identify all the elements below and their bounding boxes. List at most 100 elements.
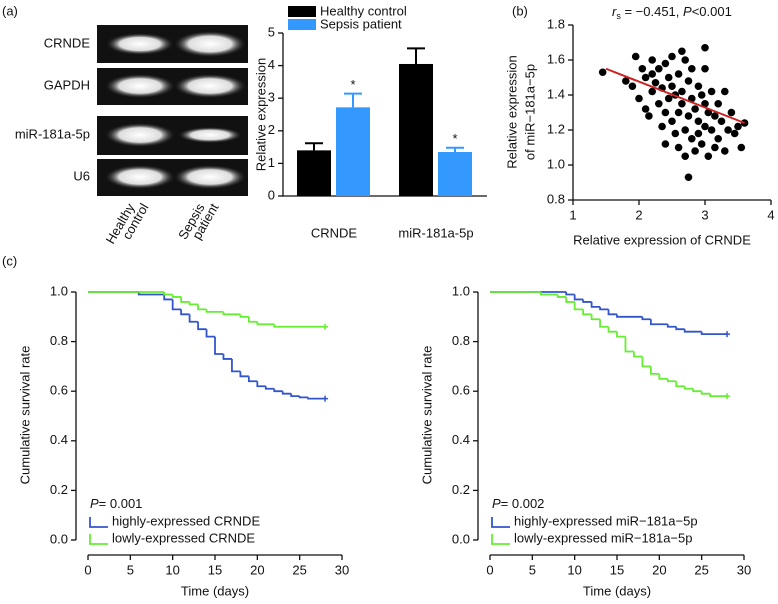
legend-swatch [288, 19, 316, 30]
legend-swatch [491, 517, 510, 528]
y-tick-label: 0.0 [50, 531, 68, 546]
x-tick-label: 0 [486, 562, 493, 577]
survival-step [256, 381, 266, 388]
annotation-part: P [90, 496, 99, 511]
survival-step [692, 388, 702, 393]
point [697, 91, 706, 99]
y-tick-label: 0 [268, 187, 275, 202]
y-tick-label: 1.8 [547, 16, 565, 31]
point [691, 147, 699, 155]
annotation-part: <0.001 [692, 4, 732, 19]
survival-step [239, 371, 249, 378]
point [678, 87, 686, 96]
y-tick-label: 1.6 [547, 51, 565, 66]
point [661, 108, 670, 117]
gel [97, 25, 248, 196]
panel-label: (a) [2, 3, 18, 18]
point [655, 64, 663, 73]
y-tick-label: 0.0 [452, 531, 470, 546]
annotation: rs = −0.451, P<0.001 [612, 4, 732, 21]
survival-step [163, 294, 173, 301]
x-tick-label: 20 [250, 562, 264, 577]
survival-step [675, 326, 685, 331]
legend-label: lowly-expressed miR−181a−5p [514, 530, 692, 545]
point [694, 117, 703, 126]
point [664, 73, 673, 82]
point [664, 94, 673, 103]
censor-mark [322, 395, 329, 402]
x-tick-label: 5 [127, 562, 134, 577]
point [635, 94, 643, 103]
point [701, 122, 709, 131]
point [648, 70, 656, 78]
survival-step [290, 393, 300, 398]
legend-label: Healthy control [320, 3, 407, 18]
survival-step [197, 304, 207, 311]
point [645, 112, 653, 120]
survival-step [582, 299, 592, 303]
survival-step [582, 309, 592, 316]
annotation-part: = 0.001 [99, 496, 143, 511]
survival-step [649, 319, 668, 326]
fit-line [605, 67, 745, 124]
point [638, 64, 647, 73]
censor-mark [724, 331, 731, 338]
point [701, 99, 709, 108]
x-tick-label: 25 [694, 562, 708, 577]
point [651, 78, 660, 87]
point [628, 82, 637, 91]
survival-step [188, 301, 199, 306]
survival-step [649, 366, 660, 375]
x-tick-label: 5 [529, 562, 536, 577]
x-tick-label: 4 [767, 207, 774, 222]
y-tick-label: 0.8 [547, 191, 565, 206]
point [678, 47, 686, 56]
point [684, 112, 693, 120]
survival-step [573, 301, 584, 311]
annotation: P= 0.001 [90, 496, 142, 511]
point [655, 99, 663, 108]
point [648, 87, 656, 96]
survival-step [683, 386, 694, 390]
survival-step [171, 299, 182, 311]
survival-step [222, 354, 232, 360]
annotation-part: = −0.451, [621, 4, 683, 19]
point [734, 122, 742, 131]
point [641, 105, 650, 113]
x-tick-label: 20 [652, 562, 666, 577]
error-bar [407, 47, 425, 64]
point [721, 147, 729, 155]
x-tick-label: 10 [567, 562, 581, 577]
point [688, 64, 696, 73]
axes [572, 25, 771, 201]
survival-step [641, 356, 651, 368]
point [674, 108, 683, 117]
survival-step [298, 396, 309, 399]
survival-step [214, 336, 224, 355]
point [714, 99, 722, 108]
x-tick-label: 15 [610, 562, 624, 577]
y-tick-label: 1.2 [547, 121, 565, 136]
x-axis-label: Time (days) [583, 583, 651, 598]
point [730, 129, 739, 138]
point [661, 59, 670, 68]
survival-step [239, 314, 249, 318]
y-axis-label: Relative expression [504, 55, 519, 168]
point [668, 82, 676, 91]
point [737, 143, 746, 152]
bar [399, 63, 433, 196]
y-tick-label: 0.2 [452, 482, 470, 497]
survival-step [607, 326, 617, 333]
point [631, 52, 640, 61]
y-tick-label: 4 [268, 57, 275, 72]
significance: * [452, 131, 457, 146]
annotation-part: P [492, 496, 501, 511]
y-axis-label: of miR−181a−5p [522, 64, 537, 160]
survival-step [607, 309, 617, 316]
annotation: P= 0.002 [492, 496, 544, 511]
x-tick-label: CRNDE [311, 225, 358, 240]
significance: * [350, 77, 355, 92]
legend-swatch [89, 534, 108, 545]
